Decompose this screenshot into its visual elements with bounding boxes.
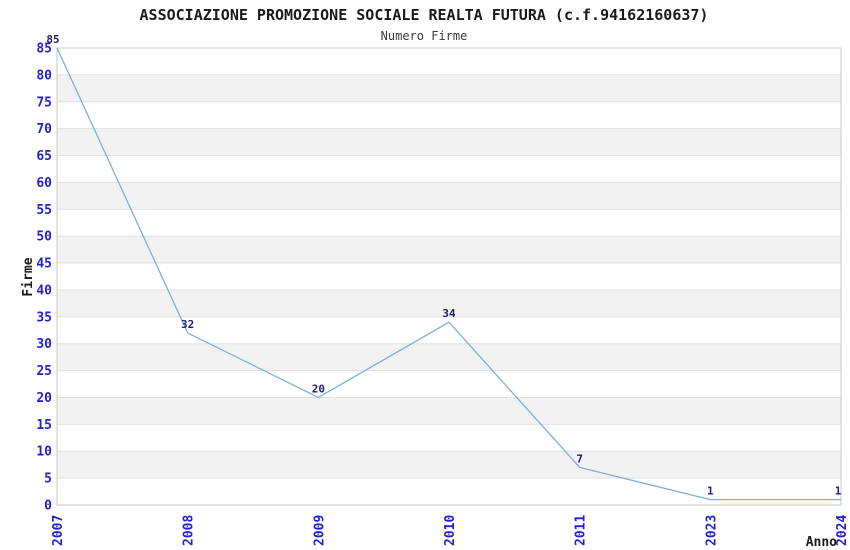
- point-label: 1: [707, 485, 714, 498]
- y-tick-label: 10: [36, 445, 52, 460]
- point-labels: 85 32 20 34 7 1 1: [46, 33, 841, 498]
- y-tick-label: 5: [44, 472, 52, 487]
- band-row: [57, 451, 841, 479]
- band-row: [57, 128, 841, 156]
- band-row: [57, 74, 841, 102]
- point-label: 85: [46, 33, 59, 46]
- y-tick-label: 35: [36, 310, 52, 325]
- y-tick-label: 55: [36, 203, 52, 218]
- band-row: [57, 343, 841, 371]
- point-label: 34: [442, 307, 456, 320]
- y-tick-label: 80: [36, 68, 52, 83]
- y-tick-label: 65: [36, 149, 52, 164]
- x-tick-label: 2024: [835, 515, 850, 546]
- x-tick-label: 2009: [312, 515, 327, 546]
- gridlines: [57, 74, 841, 479]
- band-row: [57, 182, 841, 210]
- y-tick-label: 30: [36, 337, 52, 352]
- x-tick-label: 2023: [704, 515, 719, 546]
- background-bands: [57, 74, 841, 479]
- data-line: [56, 47, 841, 501]
- chart-subtitle: Numero Firme: [381, 29, 468, 43]
- x-axis-label: Anno: [806, 535, 837, 550]
- point-label: 20: [312, 382, 325, 395]
- y-tick-label: 25: [36, 364, 52, 379]
- y-tick-label: 60: [36, 176, 52, 191]
- y-tick-label: 15: [36, 418, 52, 433]
- x-tick-label: 2008: [182, 515, 197, 546]
- series-line: [56, 47, 841, 501]
- y-tick-label: 40: [36, 283, 52, 298]
- point-label: 1: [835, 485, 842, 498]
- y-axis-tick-labels: 0 5 10 15 20 25 30 35 40 45 50 55 60 65 70 75 80 85: [36, 42, 52, 514]
- x-axis-tick-labels: 2007 2008 2009 2010 2011 2023 2024: [51, 515, 850, 546]
- y-tick-label: 85: [36, 42, 52, 57]
- point-label: 7: [576, 452, 583, 465]
- band-row: [57, 289, 841, 317]
- y-tick-label: 50: [36, 230, 52, 245]
- plot-border: [56, 47, 842, 506]
- point-label: 32: [181, 318, 194, 331]
- y-tick-label: 70: [36, 122, 52, 137]
- chart-title: ASSOCIAZIONE PROMOZIONE SOCIALE REALTA F…: [140, 6, 709, 24]
- y-axis-label: Firme: [21, 257, 36, 296]
- x-tick-label: 2010: [443, 515, 458, 546]
- band-row: [57, 397, 841, 425]
- x-tick-label: 2011: [574, 515, 589, 546]
- y-tick-label: 45: [36, 257, 52, 272]
- y-tick-label: 20: [36, 391, 52, 406]
- x-tick-label: 2007: [51, 515, 66, 546]
- band-row: [57, 236, 841, 264]
- y-tick-label: 0: [44, 499, 52, 514]
- y-tick-label: 75: [36, 95, 52, 110]
